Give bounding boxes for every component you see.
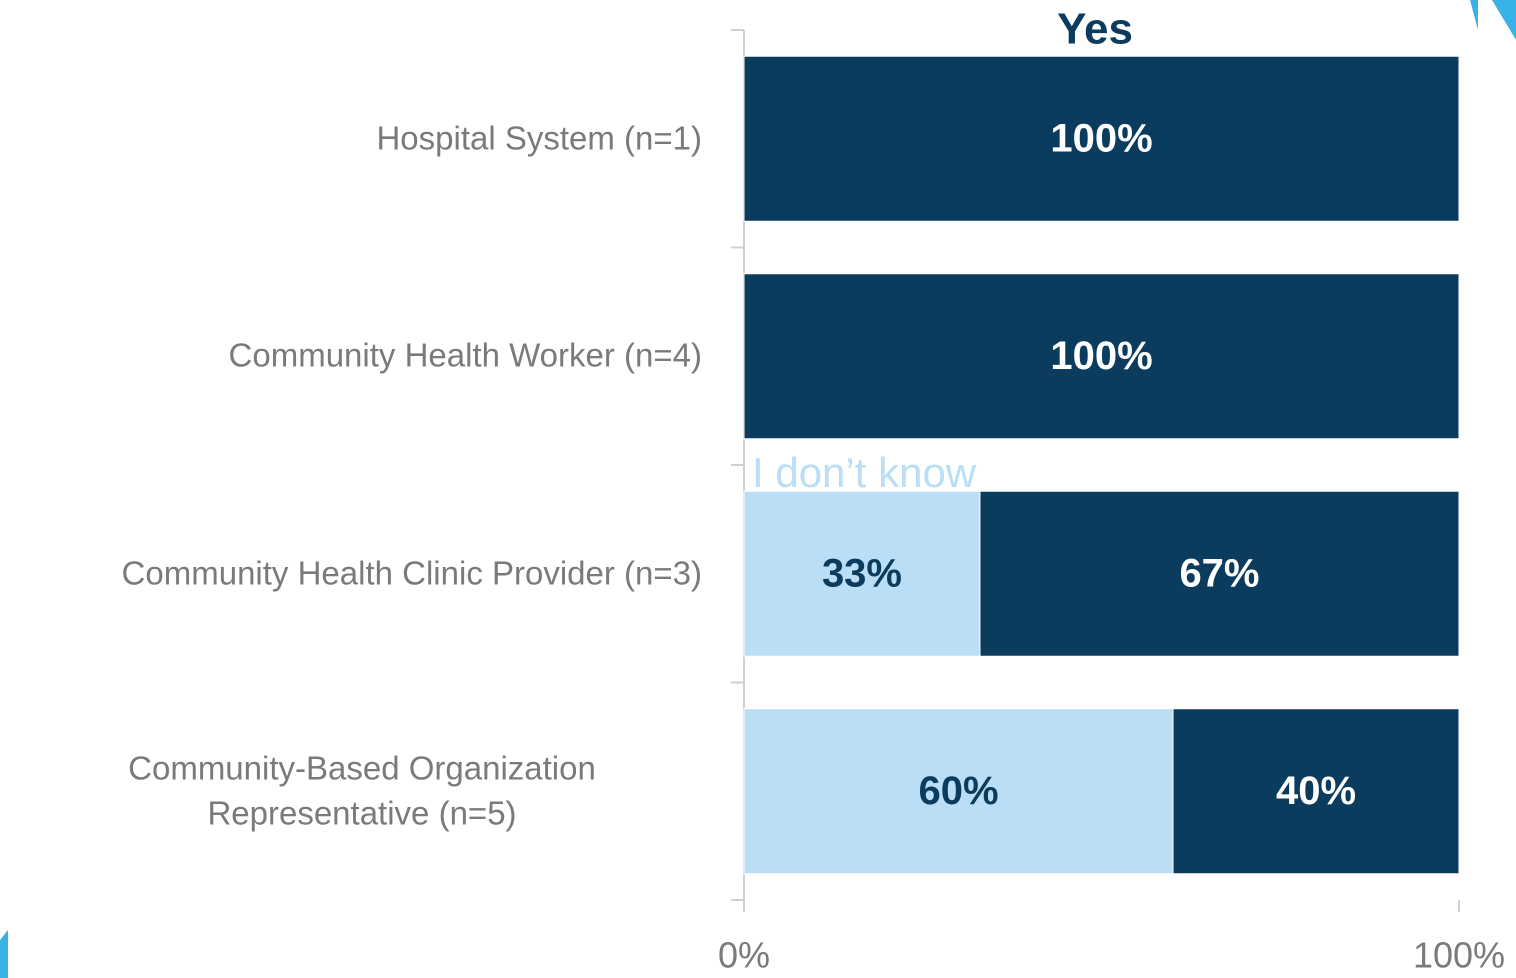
decoration: [1492, 0, 1516, 40]
legend-label: Yes: [1057, 5, 1133, 54]
y-tick-label: Community-Based Organization Representat…: [128, 749, 596, 832]
bar-segment: [1172, 708, 1460, 875]
y-tick-label: Community Health Worker (n=4): [228, 336, 702, 374]
x-tick-label: 0%: [718, 935, 770, 976]
data-label: 100%: [1050, 116, 1152, 160]
bar-segment: [979, 490, 1460, 657]
data-label: 40%: [1276, 769, 1356, 813]
y-tick-label: Hospital System (n=1): [376, 119, 702, 157]
bar-segment: [743, 708, 1174, 875]
decoration: [1470, 0, 1478, 30]
data-label: 33%: [822, 551, 902, 595]
x-tick-label: 100%: [1413, 935, 1505, 976]
data-label: 67%: [1179, 551, 1259, 595]
y-tick-label: Community Health Clinic Provider (n=3): [121, 554, 702, 592]
data-label: 100%: [1050, 334, 1152, 378]
data-label: 60%: [918, 769, 998, 813]
decoration: [0, 930, 8, 978]
bar-segment: [743, 55, 1460, 222]
bar-segment: [743, 490, 981, 657]
legend-label: I don’t know: [752, 449, 977, 496]
bar-segment: [743, 273, 1460, 440]
